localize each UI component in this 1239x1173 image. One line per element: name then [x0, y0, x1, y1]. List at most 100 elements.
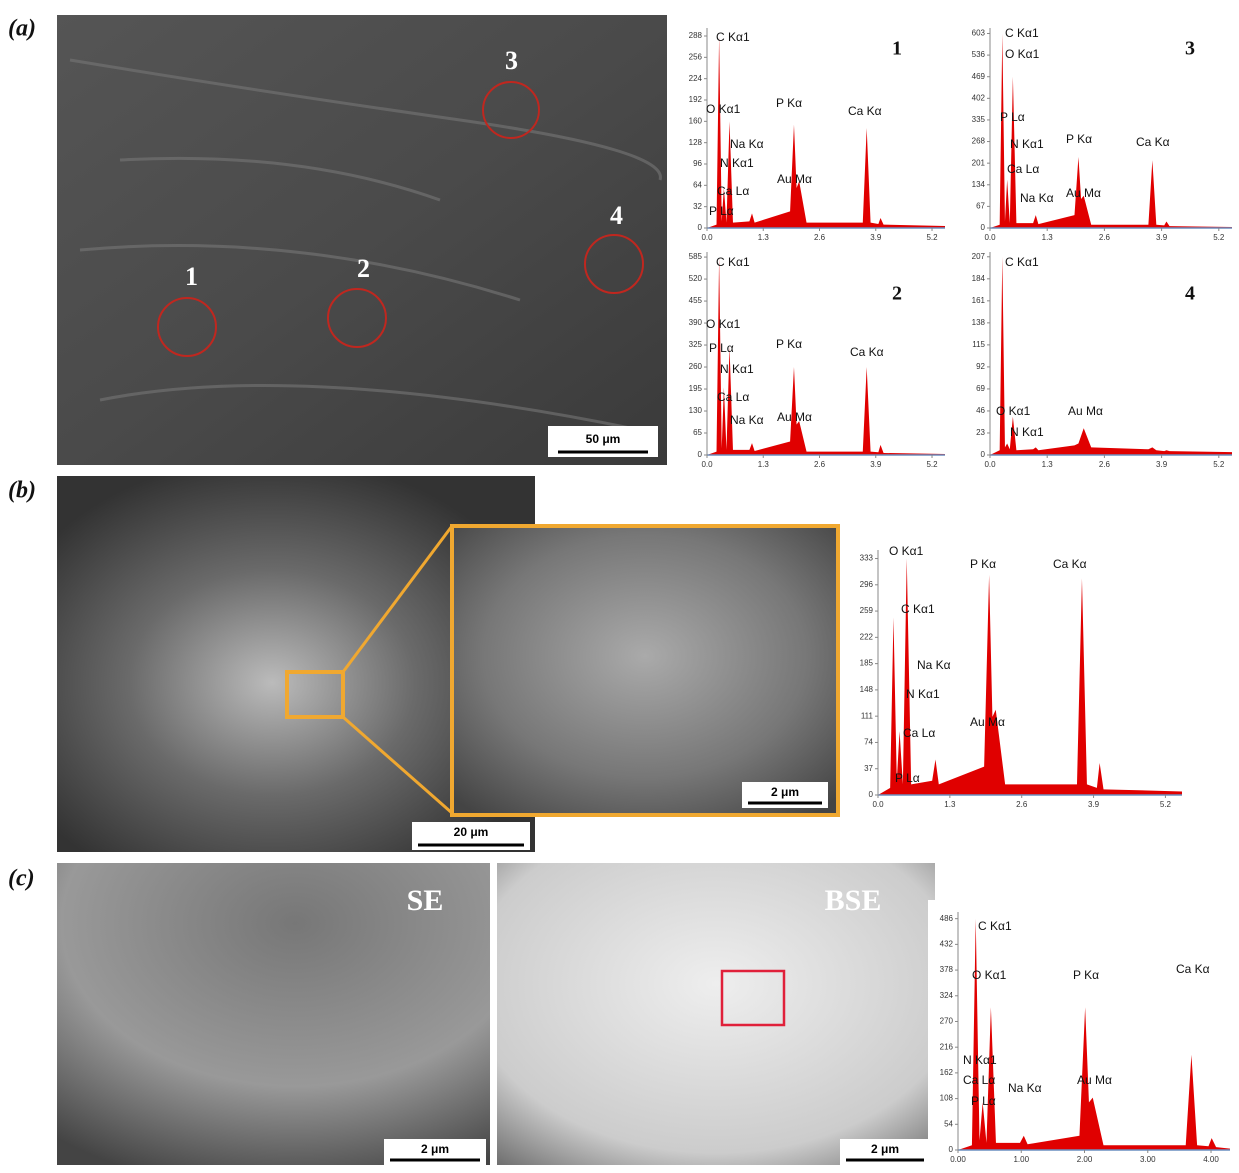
x-tick-label: 5.2	[926, 460, 938, 469]
x-tick-label: 2.6	[1016, 800, 1028, 809]
y-tick-label: 160	[689, 116, 703, 125]
y-tick-label: 65	[693, 428, 702, 437]
y-tick-label: 207	[972, 252, 986, 261]
y-tick-label: 455	[689, 296, 703, 305]
y-tick-label: 46	[976, 406, 985, 415]
x-tick-label: 1.3	[1042, 460, 1054, 469]
peak-label: Au Mα	[777, 172, 812, 186]
sem-image	[57, 15, 667, 465]
peak-label: N Kα1	[1010, 425, 1044, 439]
x-tick-label: 1.3	[758, 460, 770, 469]
y-tick-label: 148	[860, 685, 874, 694]
y-tick-label: 432	[940, 939, 954, 948]
x-tick-label: 3.9	[1156, 460, 1168, 469]
peak-label: O Kα1	[889, 544, 924, 558]
image-tag: SE	[407, 884, 444, 917]
peak-label: C Kα1	[716, 255, 750, 269]
peak-label: N Kα1	[906, 687, 940, 701]
x-tick-label: 1.3	[944, 800, 956, 809]
y-tick-label: 111	[861, 711, 874, 720]
x-tick-label: 0.0	[872, 800, 884, 809]
x-tick-label: 5.2	[1213, 460, 1225, 469]
y-tick-label: 23	[976, 428, 985, 437]
y-tick-label: 74	[864, 738, 873, 747]
y-tick-label: 130	[689, 406, 703, 415]
panel-label: (c)	[8, 866, 35, 892]
x-tick-label: 2.00	[1077, 1155, 1093, 1164]
x-tick-label: 4.00	[1203, 1155, 1219, 1164]
y-tick-label: 37	[864, 764, 873, 773]
chart-title: 2	[892, 283, 902, 305]
chart-title: 1	[892, 38, 902, 60]
peak-label: P Kα	[776, 96, 802, 110]
peak-label: P Kα	[1073, 968, 1099, 982]
y-tick-label: 288	[689, 31, 703, 40]
y-tick-label: 333	[860, 554, 874, 563]
peak-label: Ca Kα	[848, 104, 882, 118]
y-tick-label: 134	[972, 180, 986, 189]
peak-label: P Lα	[709, 204, 734, 218]
y-tick-label: 224	[689, 74, 703, 83]
y-tick-label: 325	[689, 340, 703, 349]
y-tick-label: 0	[981, 450, 986, 459]
scale-label: 2 μm	[771, 785, 799, 799]
peak-label: Ca Lα	[903, 726, 935, 740]
inset-image	[452, 526, 838, 815]
peak-label: O Kα1	[1005, 47, 1040, 61]
peak-label: C Kα1	[716, 30, 750, 44]
image-tag: BSE	[825, 884, 882, 917]
y-tick-label: 185	[860, 659, 874, 668]
y-tick-label: 520	[689, 274, 703, 283]
chart-title: 4	[1185, 283, 1195, 305]
y-tick-label: 335	[972, 115, 986, 124]
y-tick-label: 0	[869, 790, 874, 799]
peak-label: N Kα1	[1010, 137, 1044, 151]
panel-label: (b)	[8, 478, 36, 504]
y-tick-label: 195	[689, 384, 703, 393]
peak-label: C Kα1	[978, 919, 1012, 933]
peak-label: C Kα1	[1005, 255, 1039, 269]
y-tick-label: 216	[940, 1042, 954, 1051]
peak-label: Na Kα	[1020, 191, 1054, 205]
y-tick-label: 108	[940, 1094, 954, 1103]
peak-label: Na Kα	[730, 413, 764, 427]
scale-label: 2 μm	[421, 1142, 449, 1156]
y-tick-label: 64	[693, 180, 702, 189]
y-tick-label: 115	[972, 340, 985, 349]
y-tick-label: 378	[940, 965, 954, 974]
chart-title: 3	[1185, 38, 1195, 60]
peak-label: Ca Lα	[963, 1073, 995, 1087]
figure: (a) 1 2 3 4 50 μm (b) 20 μm 2 μm (c) SE …	[0, 0, 1239, 1168]
y-tick-label: 270	[940, 1017, 954, 1026]
peak-label: O Kα1	[972, 968, 1007, 982]
peak-label: Ca Kα	[1053, 557, 1087, 571]
peak-label: Ca Lα	[1007, 162, 1039, 176]
x-tick-label: 3.9	[1088, 800, 1100, 809]
peak-label: O Kα1	[996, 404, 1031, 418]
peak-label: O Kα1	[706, 317, 741, 331]
panel-label: (a)	[8, 16, 36, 42]
peak-label: Ca Lα	[717, 184, 749, 198]
y-tick-label: 469	[972, 72, 986, 81]
y-tick-label: 96	[693, 159, 702, 168]
x-tick-label: 0.0	[701, 460, 713, 469]
peak-label: Au Mα	[970, 715, 1005, 729]
y-tick-label: 402	[972, 93, 986, 102]
y-tick-label: 69	[976, 384, 985, 393]
y-tick-label: 585	[689, 252, 703, 261]
peak-label: Ca Kα	[1136, 135, 1170, 149]
x-tick-label: 3.00	[1140, 1155, 1156, 1164]
marker-label: 4	[610, 201, 623, 230]
peak-label: Ca Kα	[850, 345, 884, 359]
peak-label: Na Kα	[1008, 1081, 1042, 1095]
y-tick-label: 536	[972, 50, 986, 59]
y-tick-label: 0	[981, 223, 986, 232]
x-tick-label: 2.6	[814, 460, 826, 469]
peak-label: P Lα	[709, 341, 734, 355]
y-tick-label: 0	[698, 450, 703, 459]
y-tick-label: 268	[972, 137, 986, 146]
x-tick-label: 1.00	[1013, 1155, 1029, 1164]
y-tick-label: 162	[940, 1068, 954, 1077]
peak-label: Na Kα	[917, 658, 951, 672]
peak-label: Au Mα	[1066, 186, 1101, 200]
